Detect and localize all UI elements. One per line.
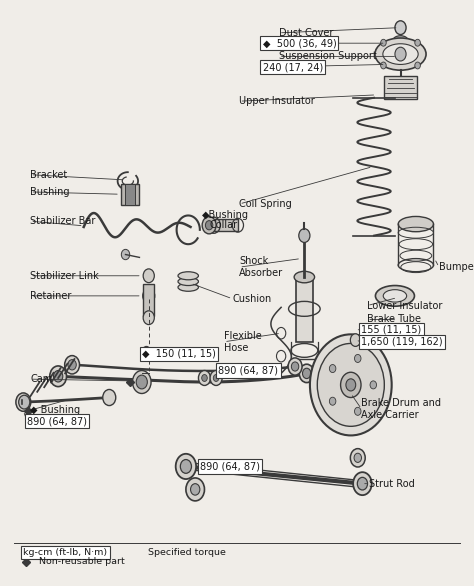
Circle shape xyxy=(395,47,406,61)
Circle shape xyxy=(355,355,361,363)
Ellipse shape xyxy=(393,36,408,45)
Ellipse shape xyxy=(178,283,199,291)
Text: Stabilizer Link: Stabilizer Link xyxy=(30,271,99,281)
Circle shape xyxy=(143,311,155,325)
Bar xyxy=(295,277,313,342)
Text: Bushing: Bushing xyxy=(30,187,70,197)
Circle shape xyxy=(350,334,361,346)
Text: Brake Tube: Brake Tube xyxy=(367,315,421,325)
Circle shape xyxy=(341,372,361,397)
Circle shape xyxy=(121,250,130,260)
Circle shape xyxy=(329,397,336,406)
Text: Bumper: Bumper xyxy=(439,262,474,272)
Circle shape xyxy=(415,39,420,46)
Ellipse shape xyxy=(375,38,426,70)
Circle shape xyxy=(103,390,116,406)
Circle shape xyxy=(143,269,155,282)
Circle shape xyxy=(292,362,299,371)
Text: Strut Rod: Strut Rod xyxy=(369,479,415,489)
Text: Suspension Support: Suspension Support xyxy=(279,52,376,62)
Circle shape xyxy=(142,346,151,357)
Circle shape xyxy=(354,453,362,462)
Text: 155 (11, 15): 155 (11, 15) xyxy=(362,325,422,335)
Text: Specified torque: Specified torque xyxy=(142,548,226,557)
Circle shape xyxy=(350,449,365,467)
Text: 890 (64, 87): 890 (64, 87) xyxy=(219,366,278,376)
Text: Brake Drum and
Axle Carrier: Brake Drum and Axle Carrier xyxy=(362,398,441,420)
Ellipse shape xyxy=(383,289,407,302)
Circle shape xyxy=(19,397,27,407)
Ellipse shape xyxy=(375,285,414,306)
Text: Collar: Collar xyxy=(209,220,237,230)
Circle shape xyxy=(357,478,367,490)
Text: Coil Spring: Coil Spring xyxy=(239,199,292,209)
Text: Bracket: Bracket xyxy=(30,170,67,180)
Bar xyxy=(125,184,135,205)
Ellipse shape xyxy=(398,216,434,231)
Bar xyxy=(121,184,138,205)
Circle shape xyxy=(210,370,222,386)
Circle shape xyxy=(346,379,356,391)
Circle shape xyxy=(381,39,386,46)
Text: Retainer: Retainer xyxy=(30,291,72,301)
Circle shape xyxy=(381,62,386,69)
Text: Stabilizer Bar: Stabilizer Bar xyxy=(30,216,96,226)
Circle shape xyxy=(143,288,155,304)
Circle shape xyxy=(213,374,219,381)
Circle shape xyxy=(370,381,376,389)
Text: Dust Cover: Dust Cover xyxy=(279,28,333,38)
Circle shape xyxy=(186,478,204,501)
Circle shape xyxy=(68,360,76,370)
Circle shape xyxy=(395,21,406,35)
Ellipse shape xyxy=(294,271,315,283)
Circle shape xyxy=(199,370,210,386)
Text: Flexible
Hose: Flexible Hose xyxy=(224,331,262,353)
Ellipse shape xyxy=(178,278,199,285)
Bar xyxy=(143,284,155,316)
Circle shape xyxy=(50,366,66,387)
Text: Shock
Absorber: Shock Absorber xyxy=(239,256,283,278)
Text: ◆ Bushing: ◆ Bushing xyxy=(30,405,81,415)
Text: 240 (17, 24): 240 (17, 24) xyxy=(263,62,323,72)
Circle shape xyxy=(202,217,216,234)
Text: Upper Insulator: Upper Insulator xyxy=(239,96,315,106)
Circle shape xyxy=(136,375,147,389)
Circle shape xyxy=(302,368,311,379)
Circle shape xyxy=(353,472,372,495)
Ellipse shape xyxy=(178,272,199,280)
Text: kg-cm (ft-lb, N·m): kg-cm (ft-lb, N·m) xyxy=(23,548,108,557)
Text: Lower Insulator: Lower Insulator xyxy=(367,301,442,311)
Circle shape xyxy=(299,364,314,383)
Text: ◆  500 (36, 49): ◆ 500 (36, 49) xyxy=(263,38,336,48)
Circle shape xyxy=(202,374,207,381)
Text: 890 (64, 87): 890 (64, 87) xyxy=(27,416,87,426)
Circle shape xyxy=(205,221,213,230)
Circle shape xyxy=(310,335,392,435)
Circle shape xyxy=(16,393,31,411)
Circle shape xyxy=(317,343,384,427)
Circle shape xyxy=(191,483,200,495)
Circle shape xyxy=(329,364,336,373)
Bar xyxy=(384,77,417,100)
Circle shape xyxy=(176,454,196,479)
Text: 890 (64, 87): 890 (64, 87) xyxy=(200,461,260,471)
Circle shape xyxy=(355,407,361,415)
Text: ◆  150 (11, 15): ◆ 150 (11, 15) xyxy=(142,349,216,359)
Text: 1,650 (119, 162): 1,650 (119, 162) xyxy=(362,337,443,347)
Circle shape xyxy=(18,395,30,409)
Circle shape xyxy=(288,358,302,375)
Circle shape xyxy=(180,459,191,473)
Circle shape xyxy=(299,229,310,243)
Text: ◆Bushing: ◆Bushing xyxy=(202,210,249,220)
Circle shape xyxy=(54,370,63,382)
Circle shape xyxy=(146,292,152,300)
Circle shape xyxy=(64,356,80,374)
Text: Cushion: Cushion xyxy=(232,294,272,304)
Circle shape xyxy=(415,62,420,69)
Circle shape xyxy=(132,370,151,394)
Ellipse shape xyxy=(383,44,418,64)
Bar xyxy=(214,220,238,231)
Text: Cam: Cam xyxy=(30,374,53,384)
Text: Non-reusable part: Non-reusable part xyxy=(33,557,124,566)
